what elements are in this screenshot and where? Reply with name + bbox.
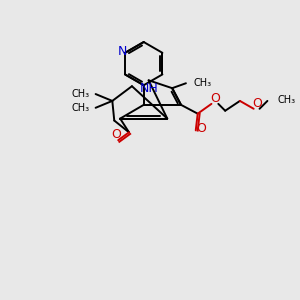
Text: N: N [117, 45, 127, 58]
Text: O: O [111, 128, 121, 141]
Text: CH₃: CH₃ [72, 103, 90, 113]
Text: O: O [253, 98, 262, 110]
Text: CH₃: CH₃ [72, 89, 90, 99]
Text: CH₃: CH₃ [277, 95, 295, 105]
Text: O: O [210, 92, 220, 106]
Text: O: O [197, 122, 207, 135]
Text: NH: NH [139, 82, 158, 95]
Text: CH₃: CH₃ [194, 78, 212, 88]
